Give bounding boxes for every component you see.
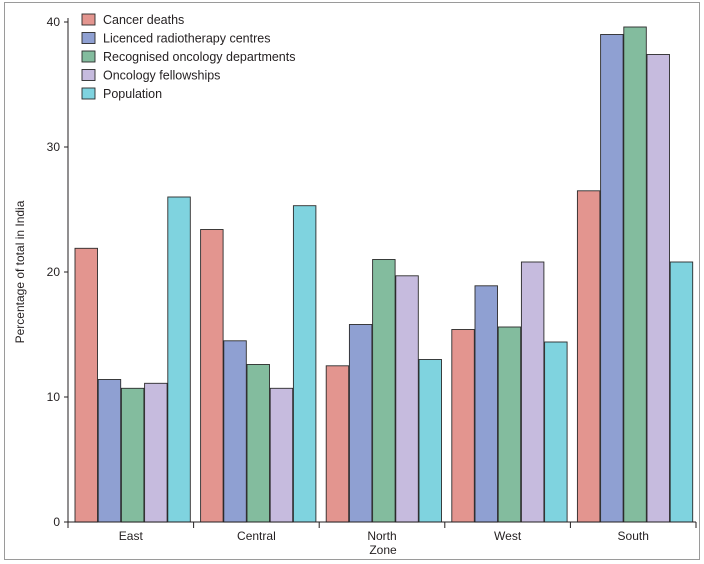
bar-east-licenced-radiotherapy-centres xyxy=(97,379,122,523)
bar-west-licenced-radiotherapy-centres xyxy=(474,285,498,523)
bar-north-licenced-radiotherapy-centres xyxy=(348,324,373,523)
bar-central-licenced-radiotherapy-centres xyxy=(223,340,247,523)
x-tick-label-central: Central xyxy=(237,529,276,543)
bar-north-oncology-fellowships xyxy=(395,275,419,523)
axes-layer: 0 10 20 30 40 East Central North West South xyxy=(47,15,697,543)
bar-west-recognised-oncology-departments xyxy=(497,326,522,523)
x-tick-label-south: South xyxy=(618,529,649,543)
bar-east-cancer-deaths xyxy=(74,247,98,523)
x-tick-label-east: East xyxy=(119,529,144,543)
bar-central-population xyxy=(292,205,317,523)
x-tick-label-west: West xyxy=(494,529,522,543)
legend-swatch-cancer-deaths xyxy=(81,13,96,26)
legend-label-licenced-radiotherapy-centres: Licenced radiotherapy centres xyxy=(103,32,270,46)
bar-south-cancer-deaths xyxy=(576,190,601,523)
bar-central-recognised-oncology-departments xyxy=(246,364,270,523)
legend-label-population: Population xyxy=(103,87,162,101)
bar-west-cancer-deaths xyxy=(451,329,475,523)
bar-south-recognised-oncology-departments xyxy=(623,26,647,523)
legend-swatch-population xyxy=(81,87,96,100)
legend-label-oncology-fellowships: Oncology fellowships xyxy=(103,69,220,83)
bar-south-population xyxy=(669,261,694,523)
legend: Cancer deaths Licenced radiotherapy centr… xyxy=(81,13,295,101)
legend-swatch-oncology-fellowships xyxy=(81,69,96,81)
y-tick-label: 10 xyxy=(47,390,61,404)
x-tick-label-north: North xyxy=(367,529,396,543)
bar-north-population xyxy=(418,359,442,523)
bar-north-recognised-oncology-departments xyxy=(372,259,396,523)
bar-west-population xyxy=(544,341,568,523)
bar-south-oncology-fellowships xyxy=(646,54,670,523)
bar-east-oncology-fellowships xyxy=(144,382,168,523)
figure-frame xyxy=(4,2,700,560)
y-tick-label: 30 xyxy=(47,140,61,154)
bar-north-cancer-deaths xyxy=(325,365,350,523)
legend-label-cancer-deaths: Cancer deaths xyxy=(103,13,184,27)
bar-west-oncology-fellowships xyxy=(520,261,545,523)
x-axis-label: Zone xyxy=(369,543,397,557)
legend-swatch-licenced-radiotherapy-centres xyxy=(81,32,96,44)
bars-layer xyxy=(74,26,694,523)
legend-label-recognised-oncology-departments: Recognised oncology departments xyxy=(103,50,295,64)
y-tick-label: 0 xyxy=(53,515,60,529)
bar-central-cancer-deaths xyxy=(200,229,224,523)
y-tick-label: 40 xyxy=(47,15,61,29)
bar-south-licenced-radiotherapy-centres xyxy=(600,34,624,523)
y-axis-label: Percentage of total in India xyxy=(13,200,27,343)
bar-east-population xyxy=(167,196,191,523)
legend-swatch-recognised-oncology-departments xyxy=(81,50,96,63)
bar-east-recognised-oncology-departments xyxy=(120,387,145,523)
y-tick-label: 20 xyxy=(47,265,61,279)
bar-central-oncology-fellowships xyxy=(269,387,294,523)
